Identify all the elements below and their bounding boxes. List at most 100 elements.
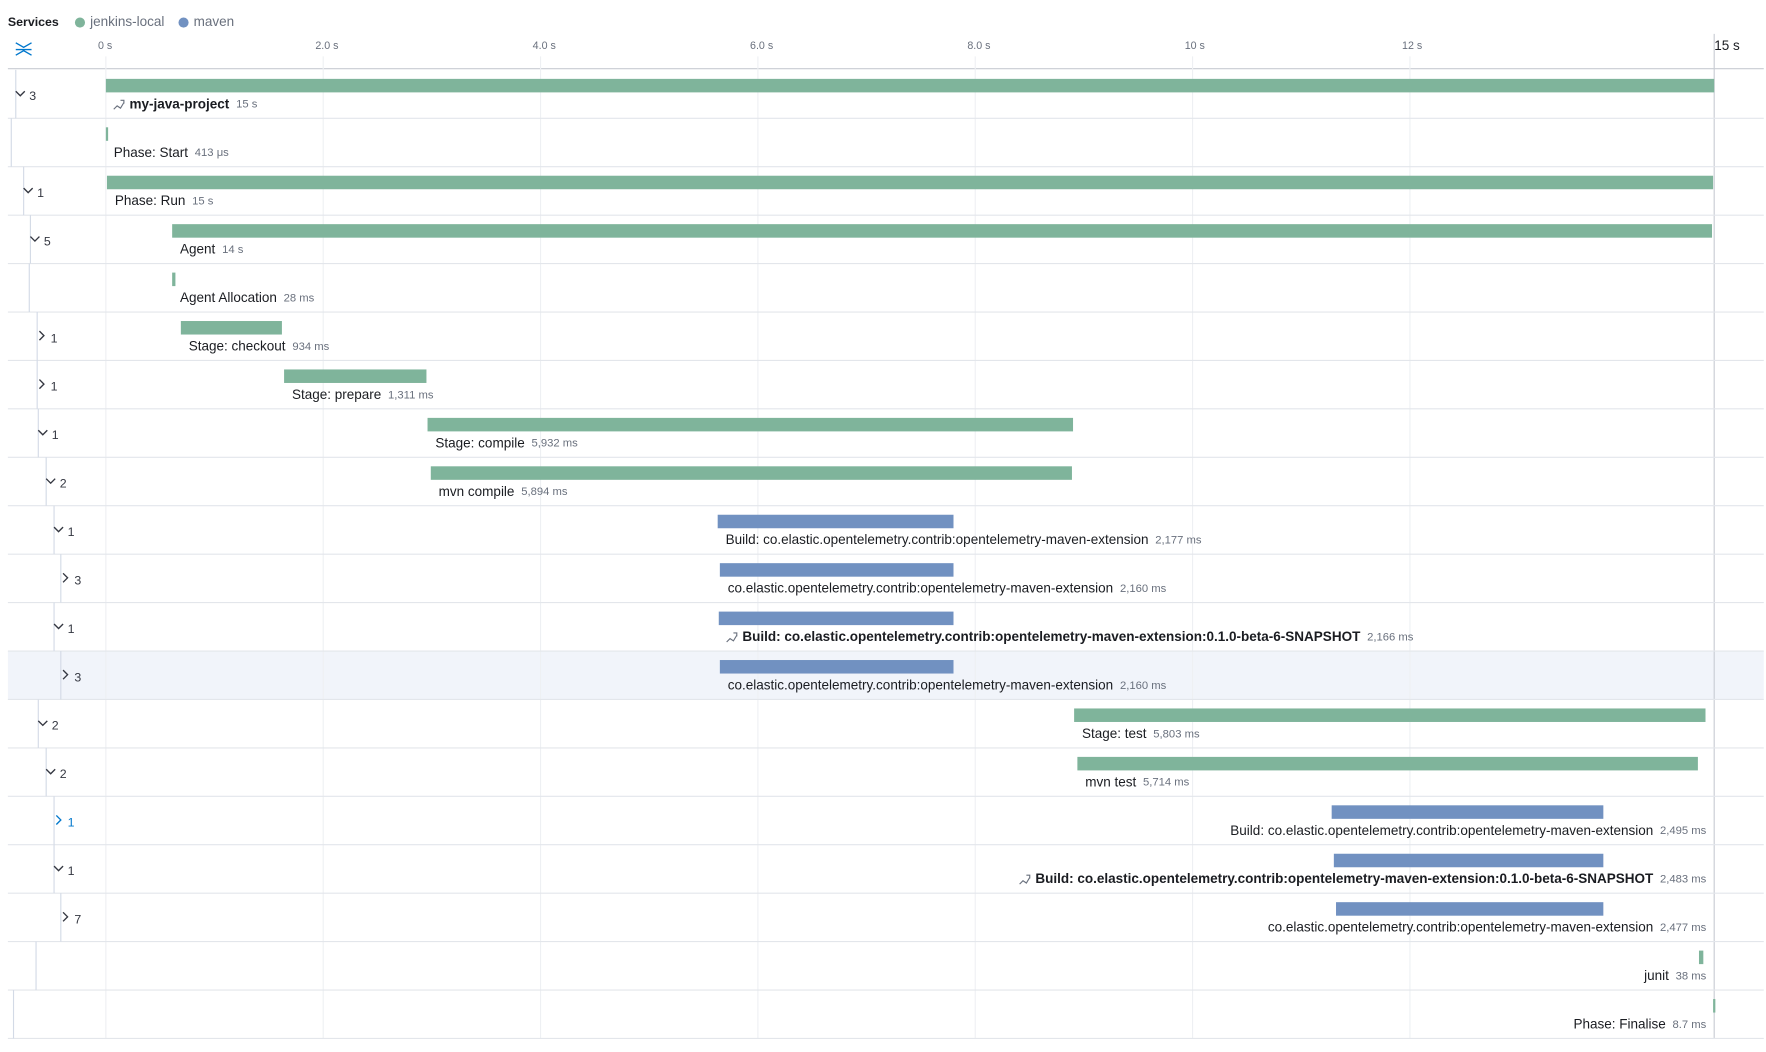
span-label[interactable]: Build: co.elastic.opentelemetry.contrib:… bbox=[1019, 871, 1707, 886]
time-tick-label: 12 s bbox=[1402, 40, 1422, 52]
span-label[interactable]: Stage: test 5,803 ms bbox=[1082, 726, 1200, 741]
time-tick-label: 8.0 s bbox=[967, 40, 990, 52]
span-name: Phase: Finalise bbox=[1573, 1017, 1665, 1032]
span-label[interactable]: mvn compile 5,894 ms bbox=[439, 484, 568, 499]
toggle-chevron[interactable] bbox=[62, 911, 69, 922]
toggle-chevron[interactable] bbox=[45, 478, 56, 485]
time-tick-label: 10 s bbox=[1185, 40, 1205, 52]
span-duration: 5,932 ms bbox=[531, 438, 578, 450]
span-name: mvn test bbox=[1085, 774, 1136, 789]
span-label[interactable]: Phase: Finalise 8.7 ms bbox=[1573, 1017, 1706, 1032]
span-duration: 14 s bbox=[222, 244, 244, 256]
span-name: Stage: test bbox=[1082, 726, 1147, 741]
child-count: 1 bbox=[37, 186, 44, 200]
collapse-all-icon[interactable] bbox=[15, 42, 32, 56]
span-name: mvn compile bbox=[439, 484, 515, 499]
toggle-chevron[interactable] bbox=[37, 720, 48, 727]
span-name: Build: co.elastic.opentelemetry.contrib:… bbox=[726, 532, 1149, 547]
span-duration: 15 s bbox=[192, 196, 214, 208]
span-label[interactable]: Stage: compile 5,932 ms bbox=[435, 435, 578, 450]
span-bar[interactable] bbox=[1336, 902, 1604, 916]
legend-dot bbox=[178, 17, 189, 28]
child-count: 1 bbox=[68, 864, 75, 878]
span-label[interactable]: Stage: checkout 934 ms bbox=[189, 338, 330, 353]
span-label[interactable]: co.elastic.opentelemetry.contrib:opentel… bbox=[728, 581, 1167, 596]
time-tick-label: 4.0 s bbox=[533, 40, 556, 52]
span-name: Agent Allocation bbox=[180, 290, 277, 305]
time-tick-label: 2.0 s bbox=[315, 40, 338, 52]
span-bar[interactable] bbox=[172, 272, 176, 287]
span-name: Stage: prepare bbox=[292, 387, 381, 402]
span-name: my-java-project bbox=[130, 96, 230, 111]
span-name: Build: co.elastic.opentelemetry.contrib:… bbox=[742, 629, 1361, 644]
span-duration: 2,495 ms bbox=[1660, 825, 1707, 837]
span-duration: 5,714 ms bbox=[1143, 777, 1190, 789]
span-bar[interactable] bbox=[430, 466, 1072, 480]
span-label[interactable]: mvn test 5,714 ms bbox=[1085, 774, 1189, 789]
span-duration: 2,160 ms bbox=[1120, 583, 1167, 595]
child-count: 5 bbox=[44, 234, 51, 248]
span-bar[interactable] bbox=[718, 611, 954, 626]
span-bar[interactable] bbox=[1074, 708, 1706, 722]
span-duration: 413 μs bbox=[195, 147, 229, 159]
span-label[interactable]: co.elastic.opentelemetry.contrib:opentel… bbox=[728, 677, 1167, 692]
toggle-chevron[interactable] bbox=[38, 379, 45, 390]
child-count: 1 bbox=[51, 331, 58, 345]
span-bar[interactable] bbox=[719, 563, 954, 577]
toggle-chevron[interactable] bbox=[53, 865, 64, 872]
span-bar[interactable] bbox=[1698, 950, 1704, 965]
row-highlight bbox=[7, 651, 1764, 700]
span-name: co.elastic.opentelemetry.contrib:opentel… bbox=[1268, 920, 1653, 935]
legend-dot bbox=[74, 17, 86, 28]
span-label[interactable]: Phase: Run 15 s bbox=[115, 193, 214, 208]
span-name: Build: co.elastic.opentelemetry.contrib:… bbox=[1035, 871, 1654, 886]
span-duration: 2,483 ms bbox=[1660, 874, 1707, 886]
span-name: Stage: compile bbox=[435, 435, 524, 450]
child-count: 1 bbox=[68, 525, 75, 539]
span-bar[interactable] bbox=[105, 127, 109, 141]
span-bar[interactable] bbox=[105, 78, 1715, 93]
toggle-chevron[interactable] bbox=[45, 768, 56, 775]
toggle-chevron[interactable] bbox=[62, 669, 69, 680]
child-count: 3 bbox=[29, 89, 36, 103]
span-bar[interactable] bbox=[427, 417, 1074, 432]
toggle-chevron[interactable] bbox=[53, 623, 64, 630]
span-name: Stage: checkout bbox=[189, 338, 286, 353]
span-name: Build: co.elastic.opentelemetry.contrib:… bbox=[1230, 823, 1653, 838]
span-bar[interactable] bbox=[180, 321, 282, 335]
span-label[interactable]: junit 38 ms bbox=[1643, 968, 1707, 983]
span-bar[interactable] bbox=[1331, 805, 1604, 819]
span-bar[interactable] bbox=[717, 514, 954, 529]
span-duration: 8.7 ms bbox=[1673, 1019, 1707, 1031]
span-bar[interactable] bbox=[1333, 853, 1604, 868]
span-bar[interactable] bbox=[106, 175, 1714, 190]
span-label[interactable]: Build: co.elastic.opentelemetry.contrib:… bbox=[726, 629, 1414, 644]
span-name: Phase: Start bbox=[114, 145, 189, 160]
toggle-chevron[interactable] bbox=[55, 814, 62, 825]
span-label[interactable]: Phase: Start 413 μs bbox=[114, 145, 229, 160]
span-name: co.elastic.opentelemetry.contrib:opentel… bbox=[728, 677, 1113, 692]
services-title: Services bbox=[8, 15, 59, 29]
toggle-chevron[interactable] bbox=[62, 572, 69, 583]
toggle-chevron[interactable] bbox=[29, 236, 40, 243]
toggle-chevron[interactable] bbox=[38, 330, 45, 341]
span-label[interactable]: my-java-project 15 s bbox=[113, 96, 258, 111]
span-bar[interactable] bbox=[284, 369, 427, 383]
span-bar[interactable] bbox=[172, 224, 1713, 238]
span-label[interactable]: Agent 14 s bbox=[180, 242, 244, 257]
toggle-chevron[interactable] bbox=[15, 90, 26, 97]
span-label[interactable]: Build: co.elastic.opentelemetry.contrib:… bbox=[726, 532, 1202, 547]
span-bar[interactable] bbox=[1713, 999, 1716, 1013]
span-bar[interactable] bbox=[1077, 756, 1698, 771]
span-label[interactable]: Build: co.elastic.opentelemetry.contrib:… bbox=[1230, 823, 1706, 838]
span-bar[interactable] bbox=[719, 660, 954, 674]
span-label[interactable]: Agent Allocation 28 ms bbox=[180, 290, 315, 305]
span-label[interactable]: co.elastic.opentelemetry.contrib:opentel… bbox=[1268, 920, 1707, 935]
span-duration: 15 s bbox=[236, 99, 258, 111]
root-icon bbox=[726, 632, 738, 643]
span-label[interactable]: Stage: prepare 1,311 ms bbox=[292, 387, 434, 402]
toggle-chevron[interactable] bbox=[53, 526, 64, 533]
toggle-chevron[interactable] bbox=[37, 429, 48, 436]
toggle-chevron[interactable] bbox=[23, 187, 34, 194]
